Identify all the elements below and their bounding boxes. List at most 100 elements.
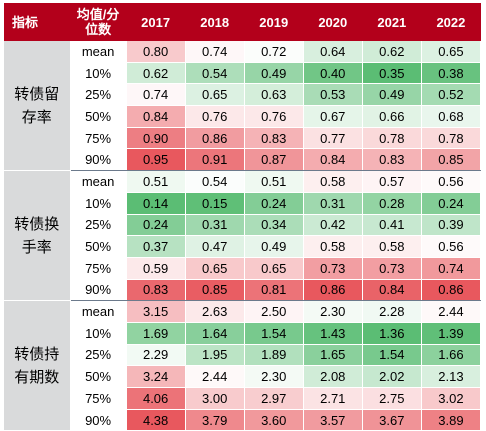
table-row: 转债换手率 mean 0.51 0.54 0.51 0.58 0.57 0.56 xyxy=(4,170,482,302)
table-row: 50% 0.84 0.76 0.76 0.67 0.66 0.68 xyxy=(4,105,482,128)
value-cell: 0.87 xyxy=(244,148,304,172)
value-cell: 2.30 xyxy=(303,300,363,323)
value-cell: 0.76 xyxy=(244,105,304,128)
value-cell: 0.81 xyxy=(244,279,304,302)
table-row: 10% 1.69 1.64 1.54 1.43 1.36 1.39 xyxy=(4,322,482,345)
stat-label: 90% xyxy=(70,279,127,302)
value-cell: 3.00 xyxy=(185,387,245,410)
value-cell: 0.56 xyxy=(421,170,482,193)
table-row: 10% 0.62 0.54 0.49 0.40 0.35 0.38 xyxy=(4,62,482,85)
value-cell: 0.84 xyxy=(126,105,186,128)
table-row: 90% 4.38 3.79 3.60 3.57 3.67 3.89 xyxy=(4,409,482,431)
value-cell: 4.06 xyxy=(126,387,186,410)
value-cell: 1.95 xyxy=(185,344,245,367)
stat-label: 50% xyxy=(70,365,127,388)
stat-label: 75% xyxy=(70,257,127,280)
value-cell: 0.65 xyxy=(421,41,482,63)
value-cell: 0.58 xyxy=(303,170,363,193)
indicator-label-text: 转债持有期数 xyxy=(14,345,60,386)
value-cell: 2.71 xyxy=(303,387,363,410)
value-cell: 0.76 xyxy=(185,105,245,128)
stat-label: mean xyxy=(70,41,127,63)
value-cell: 0.51 xyxy=(126,170,186,193)
value-cell: 1.69 xyxy=(126,322,186,345)
value-cell: 0.57 xyxy=(362,170,422,193)
value-cell: 0.72 xyxy=(244,41,304,63)
value-cell: 0.73 xyxy=(303,257,363,280)
value-cell: 0.47 xyxy=(185,235,245,258)
value-cell: 0.68 xyxy=(421,105,482,128)
header-year: 2021 xyxy=(362,3,422,41)
value-cell: 0.52 xyxy=(421,83,482,107)
value-cell: 0.65 xyxy=(244,257,304,280)
stat-label: 50% xyxy=(70,235,127,258)
indicator-label: 转债留存率 xyxy=(4,41,71,172)
value-cell: 2.02 xyxy=(362,365,422,388)
value-cell: 0.62 xyxy=(362,41,422,63)
value-cell: 0.63 xyxy=(244,83,304,107)
value-cell: 0.62 xyxy=(126,62,186,85)
value-cell: 0.78 xyxy=(362,127,422,150)
indicator-label: 转债持有期数 xyxy=(4,300,71,431)
stat-label: mean xyxy=(70,300,127,323)
value-cell: 0.66 xyxy=(362,105,422,128)
stat-label: 75% xyxy=(70,387,127,410)
stat-label: 25% xyxy=(70,214,127,237)
header-year: 2017 xyxy=(126,3,186,41)
value-cell: 3.79 xyxy=(185,409,245,431)
value-cell: 0.65 xyxy=(185,83,245,107)
value-cell: 0.38 xyxy=(421,62,482,85)
value-cell: 2.50 xyxy=(244,300,304,323)
value-cell: 2.97 xyxy=(244,387,304,410)
stat-label: 10% xyxy=(70,322,127,345)
value-cell: 1.66 xyxy=(421,344,482,367)
value-cell: 0.24 xyxy=(421,192,482,215)
table-row: 75% 0.59 0.65 0.65 0.73 0.73 0.74 xyxy=(4,257,482,280)
header-indicator: 指标 xyxy=(4,3,71,41)
value-cell: 2.08 xyxy=(303,365,363,388)
value-cell: 0.95 xyxy=(126,148,186,172)
value-cell: 1.36 xyxy=(362,322,422,345)
value-cell: 0.49 xyxy=(244,62,304,85)
value-cell: 0.86 xyxy=(303,279,363,302)
value-cell: 0.39 xyxy=(421,214,482,237)
table-row: 90% 0.95 0.91 0.87 0.84 0.83 0.85 xyxy=(4,148,482,172)
header-row: 指标 均值/分位数 2017 2018 2019 2020 2021 2022 xyxy=(4,3,481,41)
value-cell: 0.78 xyxy=(421,127,482,150)
value-cell: 3.67 xyxy=(362,409,422,431)
value-cell: 0.83 xyxy=(362,148,422,172)
stat-label: 90% xyxy=(70,409,127,431)
value-cell: 2.30 xyxy=(244,365,304,388)
value-cell: 0.80 xyxy=(126,41,186,63)
value-cell: 3.15 xyxy=(126,300,186,323)
value-cell: 0.28 xyxy=(362,192,422,215)
stat-label: 10% xyxy=(70,62,127,85)
value-cell: 0.83 xyxy=(244,127,304,150)
value-cell: 0.35 xyxy=(362,62,422,85)
value-cell: 3.02 xyxy=(421,387,482,410)
table-row: 25% 0.24 0.31 0.34 0.42 0.41 0.39 xyxy=(4,214,482,237)
value-cell: 0.59 xyxy=(126,257,186,280)
table-row: 转债留存率 mean 0.80 0.74 0.72 0.64 0.62 0.65 xyxy=(4,41,482,172)
value-cell: 0.24 xyxy=(126,214,186,237)
header-year: 2019 xyxy=(244,3,304,41)
value-cell: 0.53 xyxy=(303,83,363,107)
data-table: 指标 均值/分位数 2017 2018 2019 2020 2021 2022 … xyxy=(4,3,482,431)
value-cell: 1.65 xyxy=(303,344,363,367)
value-cell: 1.54 xyxy=(362,344,422,367)
value-cell: 0.56 xyxy=(421,235,482,258)
table-row: 25% 0.74 0.65 0.63 0.53 0.49 0.52 xyxy=(4,83,482,107)
stat-label: 25% xyxy=(70,344,127,367)
value-cell: 2.28 xyxy=(362,300,422,323)
table-row: 25% 2.29 1.95 1.89 1.65 1.54 1.66 xyxy=(4,344,482,367)
table-row: 75% 4.06 3.00 2.97 2.71 2.75 3.02 xyxy=(4,387,482,410)
value-cell: 0.86 xyxy=(421,279,482,302)
data-table-container: 指标 均值/分位数 2017 2018 2019 2020 2021 2022 … xyxy=(4,3,482,431)
value-cell: 3.57 xyxy=(303,409,363,431)
value-cell: 0.42 xyxy=(303,214,363,237)
stat-label: 10% xyxy=(70,192,127,215)
header-year: 2020 xyxy=(303,3,363,41)
value-cell: 0.83 xyxy=(126,279,186,302)
value-cell: 0.74 xyxy=(185,41,245,63)
value-cell: 3.60 xyxy=(244,409,304,431)
